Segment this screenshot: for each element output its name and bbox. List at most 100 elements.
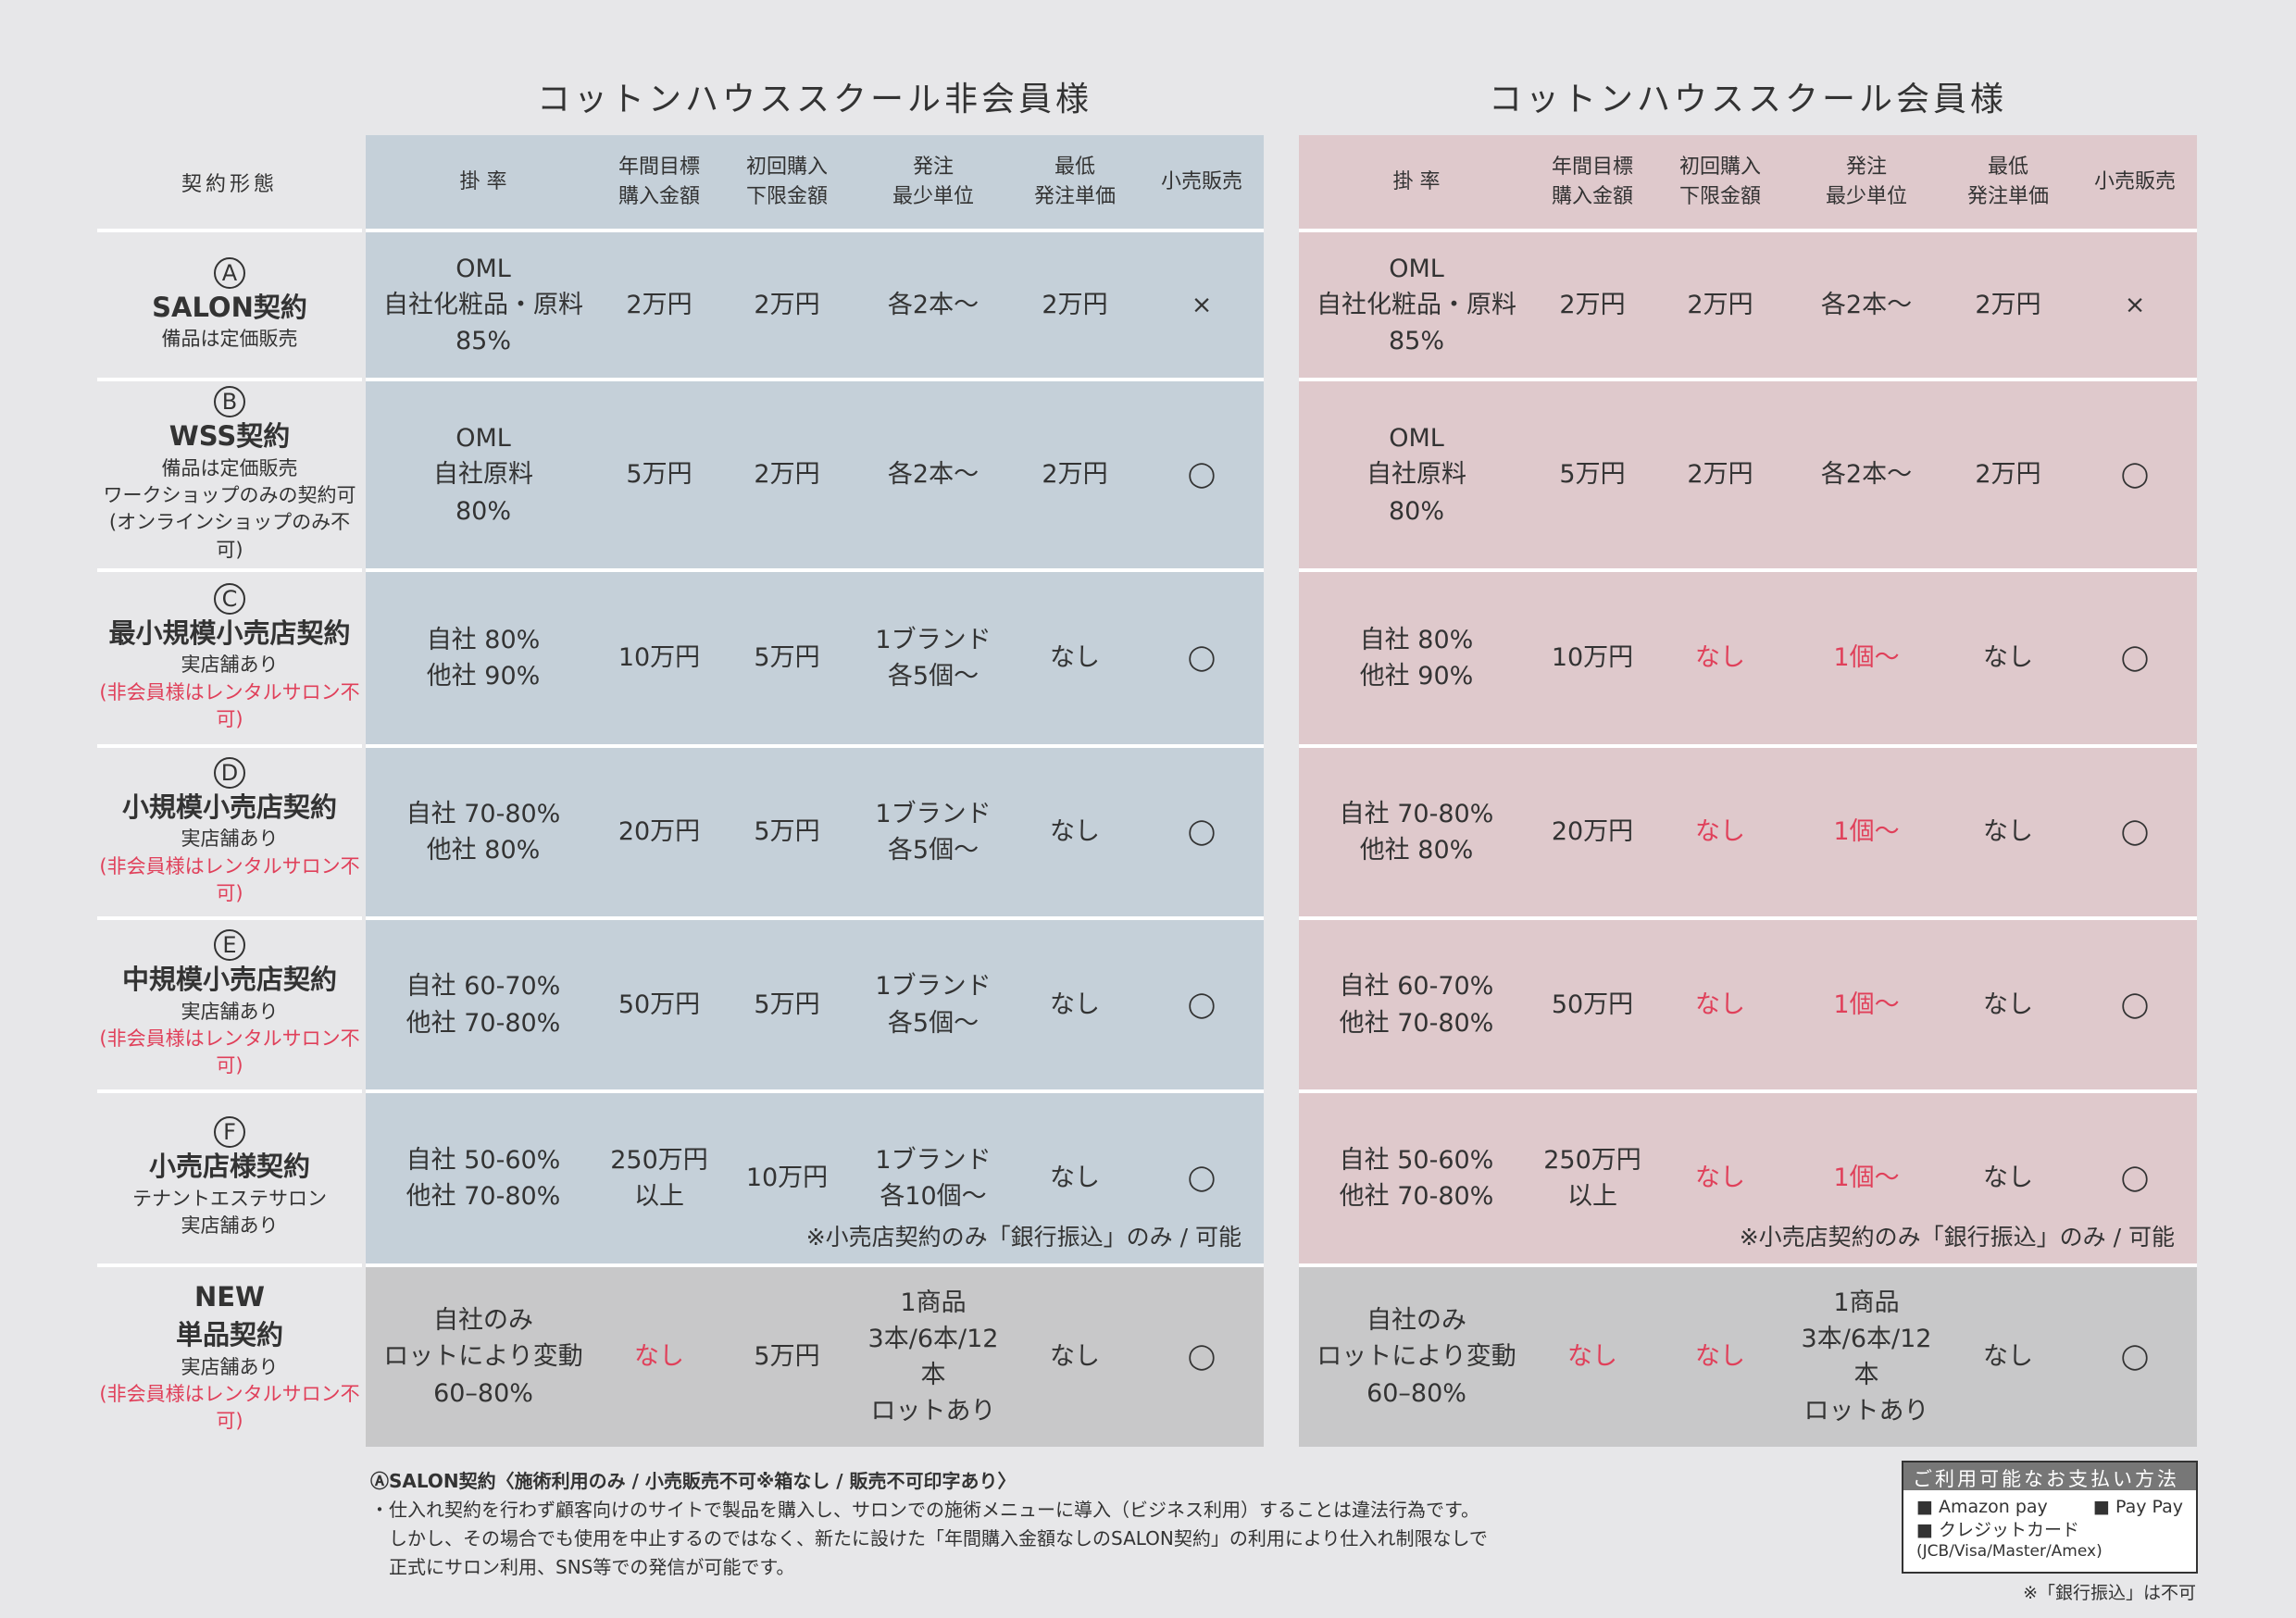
table-cell: 自社 70-80% 他社 80% xyxy=(1339,799,1494,865)
table-cell: 2万円 xyxy=(626,290,693,319)
table-cell: 2万円 xyxy=(1559,290,1626,319)
table-cell: ◯ xyxy=(1187,643,1217,673)
contract-label: D 小規模小売店契約 実店舗あり (非会員様はレンタルサロン不可) xyxy=(97,744,362,916)
table-cell: 2万円 xyxy=(1042,460,1108,490)
table-cell: 10万円 xyxy=(618,643,701,673)
table-cell: 自社のみ ロットにより変動 60–80% xyxy=(1316,1306,1516,1408)
table-cell: 自社 50-60% 他社 70-80% xyxy=(1339,1145,1494,1211)
table-cell: ◯ xyxy=(1187,1164,1217,1193)
column-header: 初回購入 下限金額 xyxy=(745,155,828,208)
table-cell: なし xyxy=(1983,1164,2033,1193)
table-cell: なし xyxy=(1695,1342,1745,1372)
contract-subtitle: 備品は定価販売 ワークショップのみの契約可 (オンラインショップのみ不可) xyxy=(103,456,356,561)
table-cell: なし xyxy=(1567,1342,1617,1372)
table-cell: 自社 80% 他社 90% xyxy=(1359,625,1474,691)
payment-credit: ■ クレジットカード xyxy=(1916,1519,2079,1540)
table-cell: 自社 70-80% 他社 80% xyxy=(406,799,561,865)
table-cell: ◯ xyxy=(2120,643,2150,673)
contract-subtitle: テナントエステサロン 実店舗あり xyxy=(132,1187,327,1238)
table-cell: 10万円 xyxy=(1551,643,1634,673)
footer-heading: ⒶSALON契約〈施術利用のみ / 小売販売不可※箱なし / 販売不可印字あり〉 xyxy=(370,1470,1017,1492)
contract-label: E 中規模小売店契約 実店舗あり (非会員様はレンタルサロン不可) xyxy=(97,916,362,1089)
table-cell: OML 自社化粧品・原料 85% xyxy=(383,254,583,356)
table-cell: OML 自社原料 80% xyxy=(433,424,533,526)
table-cell: なし xyxy=(1695,989,1745,1019)
table-cell: 各2本〜 xyxy=(887,460,980,490)
bank-transfer-note: ※小売店契約のみ「銀行振込」のみ / 可能 xyxy=(805,1223,1242,1251)
table-cell: 5万円 xyxy=(754,643,820,673)
table-header: 掛 率 年間目標 購入金額 初回購入 下限金額 発注 最少単位 最低 発注単価 小売販売 xyxy=(1299,135,2197,229)
table-cell: 2万円 xyxy=(1687,460,1753,490)
table-cell: ◯ xyxy=(2120,1164,2150,1193)
table-cell: 1ブランド 各5個〜 xyxy=(875,625,992,691)
column-header: 掛 率 xyxy=(1392,169,1441,193)
table-cell: 1ブランド 各5個〜 xyxy=(875,799,992,865)
table-cell: 250万円 以上 xyxy=(1543,1145,1641,1211)
table-cell: ◯ xyxy=(2120,1342,2150,1372)
table-cell: 1個〜 xyxy=(1833,643,1900,673)
column-header: 最低 発注単価 xyxy=(1966,155,2049,208)
table-cell: 1個〜 xyxy=(1833,817,1900,847)
contract-title: SALON契約 xyxy=(152,291,307,323)
contract-label: A SALON契約 備品は定価販売 xyxy=(97,229,362,378)
table-cell: なし xyxy=(1983,817,2033,847)
table-cell: なし xyxy=(1983,643,2033,673)
table-cell: 1商品 3本/6本/12本 ロットあり xyxy=(867,1288,999,1426)
contract-note: (非会員様はレンタルサロン不可) xyxy=(99,680,360,730)
non-member-table: 掛 率 年間目標 購入金額 初回購入 下限金額 発注 最少単位 最低 発注単価 小売販売 O… xyxy=(366,135,1264,1447)
table-cell: OML 自社原料 80% xyxy=(1366,424,1466,526)
table-cell: 各2本〜 xyxy=(1820,460,1913,490)
table-cell: なし xyxy=(1050,1164,1100,1193)
table-cell: なし xyxy=(1050,817,1100,847)
table-cell: 自社 60-70% 他社 70-80% xyxy=(1339,972,1494,1038)
table-cell: 50万円 xyxy=(618,989,701,1019)
payment-amazon: ■ Amazon pay xyxy=(1916,1497,2048,1517)
column-header: 小売販売 xyxy=(1160,169,1242,193)
table-row: 自社 80% 他社 90% 10万円 5万円 1ブランド 各5個〜 なし ◯ xyxy=(366,568,1264,744)
column-header: 年間目標 購入金額 xyxy=(1551,155,1633,208)
table-cell: ◯ xyxy=(1187,989,1217,1019)
column-header: 発注 最少単位 xyxy=(1825,155,1907,208)
table-cell: 自社 80% 他社 90% xyxy=(426,625,541,691)
column-header: 最低 発注単価 xyxy=(1033,155,1116,208)
table-cell: OML 自社化粧品・原料 85% xyxy=(1316,254,1516,356)
table-cell: なし xyxy=(1695,643,1745,673)
table-cell: 20万円 xyxy=(618,817,701,847)
table-cell: 2万円 xyxy=(1042,290,1108,319)
contract-title: 最小規模小売店契約 xyxy=(108,616,351,649)
bank-transfer-note: ※小売店契約のみ「銀行振込」のみ / 可能 xyxy=(1739,1223,2175,1251)
table-cell: 1ブランド 各10個〜 xyxy=(875,1145,992,1211)
table-cell: × xyxy=(2124,290,2146,319)
footer-notes: ⒶSALON契約〈施術利用のみ / 小売販売不可※箱なし / 販売不可印字あり〉… xyxy=(370,1467,1488,1582)
table-row: OML 自社化粧品・原料 85% 2万円 2万円 各2本〜 2万円 × xyxy=(1299,229,2197,378)
table-cell: 2万円 xyxy=(754,460,820,490)
table-cell: 50万円 xyxy=(1551,989,1634,1019)
table-cell: 250万円 以上 xyxy=(610,1145,708,1211)
table-cell: 1ブランド 各5個〜 xyxy=(875,972,992,1038)
contract-type-column: 契約形態 A SALON契約 備品は定価販売 B WSS契約 備品は定価販売 ワークショッ… xyxy=(97,135,362,1447)
contract-subtitle: 実店舗あり xyxy=(181,1355,279,1378)
table-cell: 2万円 xyxy=(1687,290,1753,319)
table-cell: なし xyxy=(1983,989,2033,1019)
table-cell: 1個〜 xyxy=(1833,1164,1900,1193)
contract-label: C 最小規模小売店契約 実店舗あり (非会員様はレンタルサロン不可) xyxy=(97,568,362,744)
payment-note: ※「銀行振込」は不可 xyxy=(2023,1583,2196,1603)
payment-paypay: ■ Pay Pay xyxy=(2092,1497,2183,1517)
table-cell: 5万円 xyxy=(754,1342,820,1372)
contract-subtitle: 備品は定価販売 xyxy=(161,328,298,351)
footer-line: 正式にサロン利用、SNS等での発信が可能です。 xyxy=(370,1556,795,1578)
table-row: 自社 70-80% 他社 80% 20万円 なし 1個〜 なし ◯ xyxy=(1299,744,2197,916)
table-row: OML 自社原料 80% 5万円 2万円 各2本〜 2万円 ◯ xyxy=(366,378,1264,568)
footer-line: ・仕入れ契約を行わず顧客向けのサイトで製品を購入し、サロンでの施術メニューに導入… xyxy=(370,1499,1479,1521)
table-row: 自社 50-60% 他社 70-80% 250万円 以上 10万円 1ブランド 各10… xyxy=(366,1089,1264,1263)
column-header: 初回購入 下限金額 xyxy=(1678,155,1761,208)
table-row: OML 自社原料 80% 5万円 2万円 各2本〜 2万円 ◯ xyxy=(1299,378,2197,568)
table-header: 掛 率 年間目標 購入金額 初回購入 下限金額 発注 最少単位 最低 発注単価 小売販売 xyxy=(366,135,1264,229)
table-cell: 5万円 xyxy=(754,989,820,1019)
column-header: 掛 率 xyxy=(459,169,507,193)
table-cell: なし xyxy=(634,1342,684,1372)
table-cell: ◯ xyxy=(2120,817,2150,847)
contract-type-header: 契約形態 xyxy=(181,172,278,196)
table-cell: ◯ xyxy=(1187,1342,1217,1372)
table-cell: 5万円 xyxy=(1559,460,1626,490)
